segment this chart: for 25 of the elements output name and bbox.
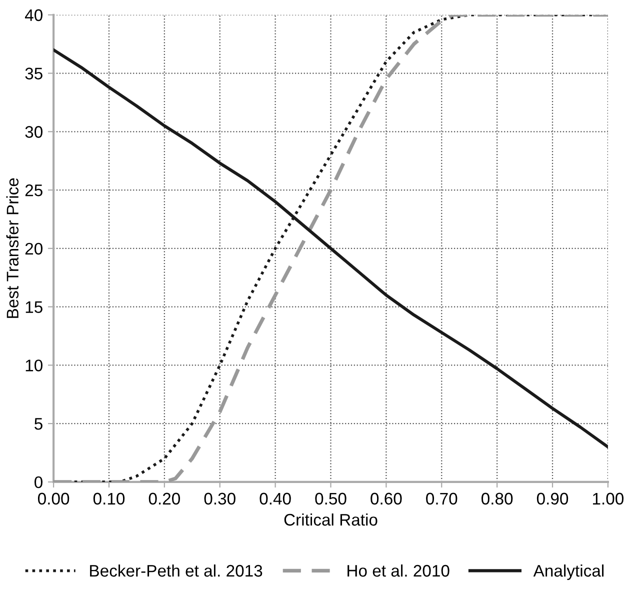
x-tick-label: 0.70: [426, 492, 458, 505]
x-axis-title: Critical Ratio: [284, 513, 378, 526]
x-tick-label: 0.90: [536, 492, 568, 505]
y-tick-label: 20: [25, 242, 42, 255]
y-tick-label: 15: [26, 301, 42, 313]
y-tick-label: 5: [34, 418, 42, 430]
legend-label: Ho et al. 2010: [348, 564, 450, 577]
x-tick-label: 0.60: [370, 492, 402, 505]
y-tick-label: 35: [25, 68, 42, 80]
x-tick-label: 0.80: [482, 492, 513, 505]
y-axis-title: Best Transfer Price: [6, 178, 19, 318]
y-tick-label: 0: [34, 476, 42, 488]
x-tick-label: 0.10: [93, 492, 125, 505]
legend-label: Analytical: [533, 564, 604, 580]
y-tick-label: 25: [25, 184, 42, 196]
x-tick-label: 0.20: [148, 492, 180, 505]
y-tick-label: 30: [25, 126, 42, 138]
x-tick-label: 1.00: [593, 492, 624, 505]
x-tick-label: 0.00: [38, 492, 70, 505]
y-tick-label: 40: [24, 9, 42, 22]
x-tick-label: 0.50: [315, 492, 346, 505]
y-tick-label: 10: [26, 360, 42, 372]
x-tick-label: 0.30: [204, 492, 236, 505]
x-tick-label: 0.40: [260, 492, 291, 505]
legend-label: Becker-Peth et al. 2013: [90, 564, 262, 577]
